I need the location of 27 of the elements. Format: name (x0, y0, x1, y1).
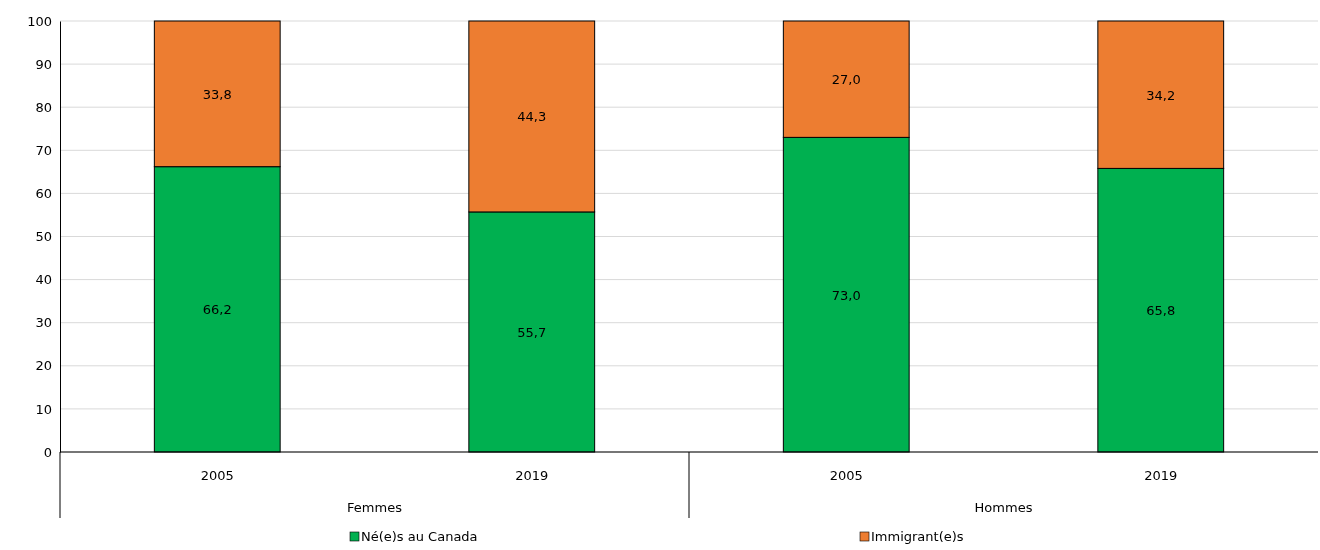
data-label: 55,7 (517, 324, 547, 340)
y-tick-label: 100 (27, 13, 52, 29)
text: Hommes (974, 500, 1033, 515)
y-tick-label: 90 (35, 56, 52, 72)
data-label: 34,2 (1146, 87, 1176, 103)
y-tick-label: 10 (35, 401, 52, 417)
legend-label: Né(e)s au Canada (361, 529, 478, 544)
x-tick-label: 2005 (200, 468, 234, 483)
data-label: 65,8 (1146, 303, 1176, 319)
data-label: 27,0 (831, 72, 861, 88)
y-tick-label: 40 (35, 272, 52, 288)
data-label: 66,2 (202, 302, 232, 318)
y-tick-label: 50 (35, 229, 52, 245)
legend-label: Immigrant(e)s (871, 529, 964, 544)
data-label: 73,0 (831, 287, 861, 303)
data-label: 44,3 (517, 109, 547, 125)
y-tick-label: 0 (43, 444, 52, 460)
y-tick-label: 70 (35, 142, 52, 158)
x-tick-label: 2019 (515, 468, 549, 483)
text: Femmes (347, 500, 403, 515)
x-tick-label: 2019 (1144, 468, 1178, 483)
data-label: 33,8 (202, 86, 232, 102)
y-tick-label: 60 (35, 186, 52, 202)
x-tick-label: 2005 (829, 468, 863, 483)
y-tick-label: 30 (35, 315, 52, 331)
y-tick-label: 80 (35, 99, 52, 115)
y-tick-label: 20 (35, 358, 52, 374)
